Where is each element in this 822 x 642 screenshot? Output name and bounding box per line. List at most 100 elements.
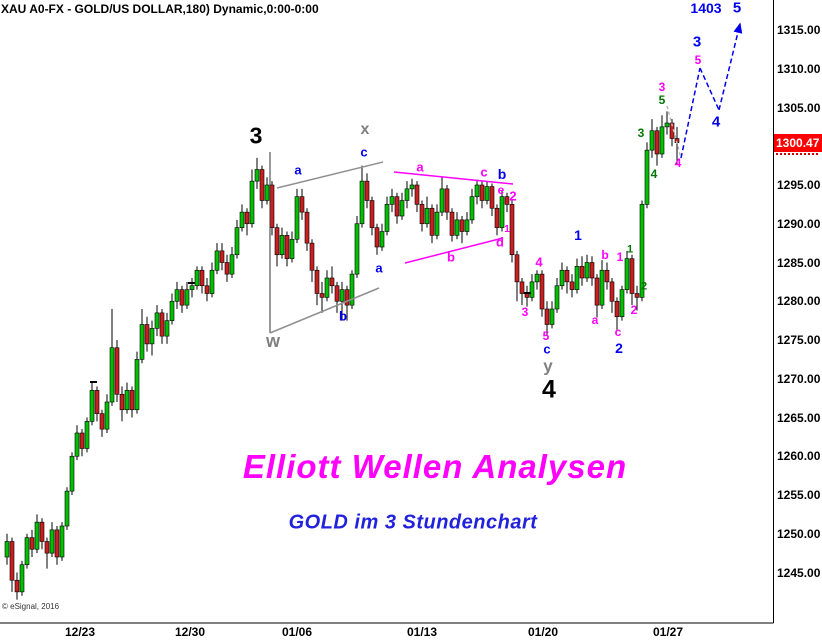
candle-body (624, 258, 630, 290)
wave-label: a (294, 162, 302, 178)
candle-body (474, 184, 480, 197)
candlestick-series (4, 111, 680, 600)
candle-body (224, 262, 230, 275)
candle-body (134, 359, 140, 411)
candle-body (414, 184, 420, 205)
candle-body (314, 269, 320, 294)
candle-body (379, 231, 385, 248)
candle-body (494, 207, 500, 228)
annotation-line (699, 67, 720, 111)
annotation-line (404, 237, 504, 264)
price-tick-label: 1295.00 (777, 178, 821, 192)
price-tick-label: 1245.00 (777, 565, 821, 580)
annotation-line (269, 287, 380, 334)
candle-body (654, 130, 660, 155)
candle-body (164, 320, 170, 337)
candle-body (19, 564, 25, 593)
candle-body (389, 196, 395, 205)
wave-label: b (497, 166, 507, 182)
annotation-line (393, 171, 514, 185)
date-tick-label: 01/20 (527, 625, 559, 639)
wave-label: 3 (692, 33, 702, 51)
watermark-subtitle: GOLD im 3 Stundenchart (288, 511, 538, 534)
candle-body (194, 269, 200, 287)
candle-body (539, 273, 545, 310)
wave-label: d (496, 234, 504, 250)
candle-body (34, 521, 40, 550)
wave-label: 5 (694, 53, 702, 67)
candle-body (489, 186, 495, 209)
candle-body (244, 211, 250, 225)
candle-body (569, 281, 575, 290)
candle-body (629, 258, 635, 294)
candle-body (374, 227, 380, 248)
candle-body (289, 238, 295, 259)
candle-body (479, 184, 485, 201)
candle-body (159, 312, 165, 337)
date-tick-label: 01/27 (652, 625, 684, 639)
candle-body (214, 250, 220, 271)
candle-body (659, 126, 665, 155)
candle-body (604, 269, 610, 283)
candle-body (219, 250, 225, 263)
candle-body (404, 188, 410, 201)
wave-label: 1 (626, 243, 634, 256)
candle-body (114, 347, 120, 395)
candle-body (614, 300, 620, 318)
candle-body (439, 188, 445, 213)
wave-label: c (480, 164, 488, 180)
wave-label: c (360, 144, 368, 160)
candle-body (554, 285, 560, 310)
annotation-lines (90, 22, 743, 383)
candle-body (329, 277, 335, 287)
candle-body (184, 289, 190, 306)
candle-body (284, 235, 290, 259)
price-tick-label: 1285.00 (777, 255, 821, 270)
candle-body (9, 541, 15, 581)
candle-body (149, 328, 155, 345)
candle-body (599, 269, 605, 306)
price-tick-label: 1315.00 (777, 23, 821, 37)
candle-body (309, 242, 315, 271)
candle-body (664, 122, 670, 128)
price-tick-label: 1255.00 (777, 488, 821, 502)
candle-body (499, 196, 505, 228)
wave-label: w (265, 331, 281, 351)
candle-body (294, 196, 300, 240)
candle-body (514, 254, 520, 283)
wave-label: y (543, 356, 553, 376)
wave-label: 3 (637, 126, 645, 140)
candle-body (579, 266, 585, 279)
candle-body (299, 196, 305, 213)
candle-body (609, 281, 615, 302)
candle-body (69, 455, 75, 492)
candle-body (304, 211, 310, 244)
candle-body (464, 219, 470, 232)
price-tick-label: 1280.00 (777, 294, 821, 309)
price-tick-label: 1310.00 (777, 61, 821, 76)
candle-body (44, 541, 50, 554)
candle-body (524, 293, 530, 298)
candle-body (79, 432, 85, 449)
watermark-headline: Elliott Wellen Analysen (242, 448, 628, 485)
candle-body (429, 207, 435, 236)
price-tick-label: 1290.00 (777, 216, 821, 231)
candle-body (189, 285, 195, 290)
price-tick-label: 1270.00 (777, 371, 821, 386)
price-tick-label: 1250.00 (777, 526, 821, 541)
wave-label: c (543, 341, 551, 357)
candle-body (179, 289, 185, 306)
date-tick-label: 12/23 (64, 625, 96, 639)
candle-body (504, 196, 510, 205)
wave-label: 3 (521, 305, 529, 319)
candle-body (279, 235, 285, 256)
candle-body (449, 211, 455, 236)
candle-body (424, 207, 430, 225)
candle-body (384, 204, 390, 232)
annotation-line (276, 161, 384, 189)
candle-body (274, 227, 280, 256)
annotation-line (666, 105, 682, 159)
candle-body (249, 180, 255, 225)
candle-body (369, 200, 375, 228)
